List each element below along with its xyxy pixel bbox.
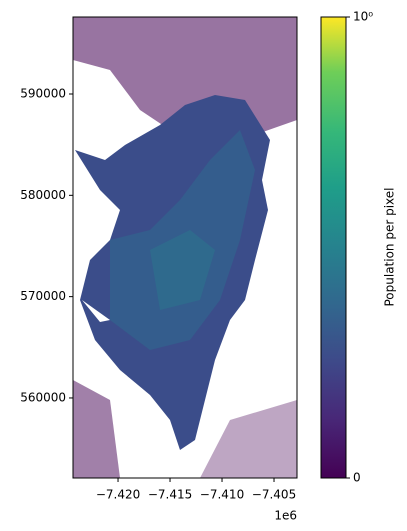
colorbar-label: Population per pixel [383, 187, 397, 306]
x-tick-label: −7.420 [96, 488, 140, 502]
x-tick-label: −7.410 [200, 488, 244, 502]
axes-frame [72, 16, 298, 479]
y-tick-label: 570000 [20, 289, 66, 303]
y-tick-label: 560000 [20, 390, 66, 404]
x-offset-label: 1e6 [274, 509, 297, 523]
y-tick-label: 590000 [20, 87, 66, 101]
x-tick-label: −7.415 [148, 488, 192, 502]
colorbar-tick-label: 10⁰ [353, 10, 373, 24]
colorbar-tick-label: 0 [353, 471, 361, 485]
colorbar [320, 16, 347, 479]
y-tick-label: 580000 [20, 188, 66, 202]
raster [73, 17, 297, 478]
x-tick-label: −7.405 [252, 488, 296, 502]
